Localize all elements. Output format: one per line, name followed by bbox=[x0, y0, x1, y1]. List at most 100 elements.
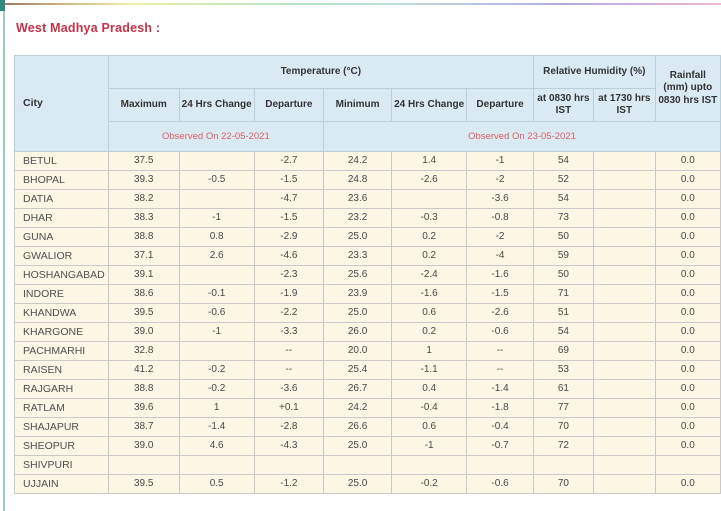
value-cell bbox=[592, 208, 656, 228]
table-row: BHOPAL 39.3 -0.5 -1.5 24.8 -2.6 -2 52 0.0 bbox=[14, 170, 721, 190]
value-cell: 25.0 bbox=[323, 474, 393, 494]
value-cell: 70 bbox=[532, 474, 594, 494]
value-cell bbox=[178, 341, 255, 361]
value-cell: -0.8 bbox=[466, 208, 534, 228]
value-cell: -2.8 bbox=[253, 417, 325, 437]
value-cell: 25.0 bbox=[323, 303, 393, 323]
city-cell: RAJGARH bbox=[14, 379, 109, 399]
value-cell: 0.0 bbox=[654, 379, 721, 399]
value-cell: -2.4 bbox=[391, 265, 468, 285]
value-cell: 52 bbox=[532, 170, 594, 190]
value-cell: 1 bbox=[391, 341, 468, 361]
city-cell: SHEOPUR bbox=[14, 436, 109, 456]
value-cell: -3.6 bbox=[253, 379, 325, 399]
value-cell: 39.0 bbox=[107, 322, 180, 342]
value-cell: -2 bbox=[466, 170, 534, 190]
value-cell bbox=[532, 455, 594, 475]
table-row: GWALIOR 37.1 2.6 -4.6 23.3 0.2 -4 59 0.0 bbox=[14, 246, 721, 266]
value-cell bbox=[592, 417, 656, 437]
value-cell: 1.4 bbox=[391, 151, 468, 171]
value-cell: 0.0 bbox=[654, 303, 721, 323]
value-cell bbox=[592, 151, 656, 171]
value-cell: -0.2 bbox=[178, 379, 255, 399]
value-cell bbox=[592, 303, 656, 323]
value-cell: 51 bbox=[532, 303, 594, 323]
table-row: UJJAIN 39.5 0.5 -1.2 25.0 -0.2 -0.6 70 0.0 bbox=[14, 474, 721, 494]
value-cell: 20.0 bbox=[323, 341, 393, 361]
header-temperature-group: Temperature (°C) bbox=[107, 55, 534, 89]
city-cell: GUNA bbox=[14, 227, 109, 247]
value-cell bbox=[592, 398, 656, 418]
city-cell: INDORE bbox=[14, 284, 109, 304]
table-row: DHAR 38.3 -1 -1.5 23.2 -0.3 -0.8 73 0.0 bbox=[14, 208, 721, 228]
value-cell: -1 bbox=[466, 151, 534, 171]
value-cell: 0.0 bbox=[654, 341, 721, 361]
value-cell: 23.9 bbox=[323, 284, 393, 304]
value-cell: 0.8 bbox=[178, 227, 255, 247]
value-cell: -1.9 bbox=[253, 284, 325, 304]
table-row: PACHMARHI 32.8 -- 20.0 1 -- 69 0.0 bbox=[14, 341, 721, 361]
table-row: KHARGONE 39.0 -1 -3.3 26.0 0.2 -0.6 54 0.0 bbox=[14, 322, 721, 342]
value-cell: -1.8 bbox=[466, 398, 534, 418]
value-cell: 72 bbox=[532, 436, 594, 456]
value-cell bbox=[592, 322, 656, 342]
value-cell bbox=[391, 455, 468, 475]
value-cell: 77 bbox=[532, 398, 594, 418]
value-cell: -1.1 bbox=[391, 360, 468, 380]
city-cell: HOSHANGABAD bbox=[14, 265, 109, 285]
value-cell: -0.6 bbox=[466, 474, 534, 494]
value-cell: -0.4 bbox=[391, 398, 468, 418]
value-cell: -4.3 bbox=[253, 436, 325, 456]
city-cell: KHANDWA bbox=[14, 303, 109, 323]
value-cell: 54 bbox=[532, 151, 594, 171]
value-cell: -4.7 bbox=[253, 189, 325, 209]
value-cell: 1 bbox=[178, 398, 255, 418]
value-cell: -0.6 bbox=[178, 303, 255, 323]
value-cell: 38.6 bbox=[107, 284, 180, 304]
table-header: City Temperature (°C) Relative Humidity … bbox=[14, 55, 721, 152]
city-cell: UJJAIN bbox=[14, 474, 109, 494]
value-cell bbox=[178, 265, 255, 285]
value-cell: -2.6 bbox=[391, 170, 468, 190]
header-row-groups: City Temperature (°C) Relative Humidity … bbox=[14, 55, 721, 152]
value-cell bbox=[466, 455, 534, 475]
table-row: DATIA 38.2 -4.7 23.6 -3.6 54 0.0 bbox=[14, 189, 721, 209]
city-cell: KHARGONE bbox=[14, 322, 109, 342]
header-maximum: Maximum bbox=[107, 88, 180, 122]
value-cell: 73 bbox=[532, 208, 594, 228]
value-cell: -0.3 bbox=[391, 208, 468, 228]
value-cell: 23.3 bbox=[323, 246, 393, 266]
table-row: GUNA 38.8 0.8 -2.9 25.0 0.2 -2 50 0.0 bbox=[14, 227, 721, 247]
value-cell: -1.2 bbox=[253, 474, 325, 494]
left-edge-line bbox=[3, 0, 5, 511]
city-cell: RAISEN bbox=[14, 360, 109, 380]
rainbow-gradient-bar bbox=[0, 3, 721, 5]
page-title: West Madhya Pradesh : bbox=[16, 21, 161, 35]
header-24hrs-change-max: 24 Hrs Change bbox=[178, 88, 255, 122]
city-cell: PACHMARHI bbox=[14, 341, 109, 361]
value-cell: 70 bbox=[532, 417, 594, 437]
value-cell bbox=[592, 246, 656, 266]
value-cell: 38.8 bbox=[107, 379, 180, 399]
value-cell: 0.4 bbox=[391, 379, 468, 399]
value-cell: 26.6 bbox=[323, 417, 393, 437]
value-cell bbox=[253, 455, 325, 475]
value-cell: +0.1 bbox=[253, 398, 325, 418]
value-cell: 0.0 bbox=[654, 170, 721, 190]
value-cell: -3.6 bbox=[466, 189, 534, 209]
value-cell: -1.6 bbox=[391, 284, 468, 304]
value-cell: 24.2 bbox=[323, 151, 393, 171]
header-row-observed: Observed On 22-05-2021 Observed On 23-05… bbox=[15, 121, 721, 152]
header-minimum: Minimum bbox=[323, 88, 393, 122]
value-cell: -1 bbox=[178, 208, 255, 228]
header-humidity-group: Relative Humidity (%) bbox=[532, 55, 656, 89]
value-cell: -1.5 bbox=[253, 170, 325, 190]
value-cell: -0.5 bbox=[178, 170, 255, 190]
value-cell: -2.7 bbox=[253, 151, 325, 171]
table-row: INDORE 38.6 -0.1 -1.9 23.9 -1.6 -1.5 71 0.0 bbox=[14, 284, 721, 304]
value-cell: 39.0 bbox=[107, 436, 180, 456]
value-cell: 37.1 bbox=[107, 246, 180, 266]
value-cell: 0.0 bbox=[654, 227, 721, 247]
city-cell: DHAR bbox=[14, 208, 109, 228]
value-cell bbox=[592, 341, 656, 361]
